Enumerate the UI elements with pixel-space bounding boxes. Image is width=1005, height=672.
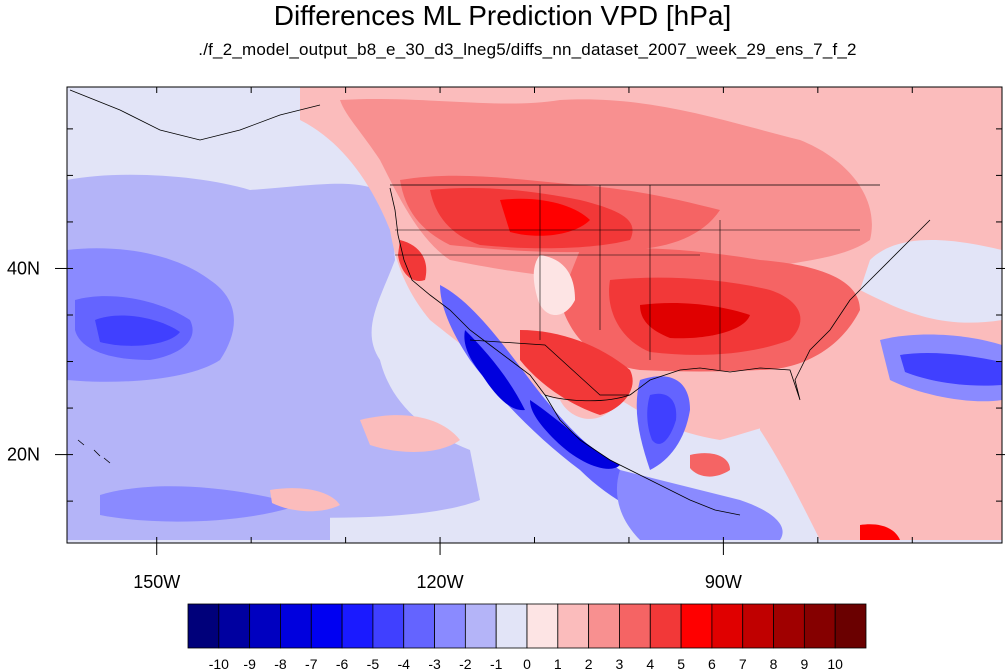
east-pacific-pink-2 — [270, 488, 340, 512]
colorbar-swatch — [187, 603, 220, 649]
colorbar-label: 0 — [523, 656, 531, 672]
texas-coastline — [544, 394, 631, 402]
colorbar-swatch — [526, 603, 559, 649]
lon-tick-label: 90W — [705, 572, 742, 592]
colorbar-swatch — [403, 603, 435, 649]
colorbar-label: 10 — [827, 656, 843, 672]
colorbar-swatch — [464, 603, 497, 649]
map-title: Differences ML Prediction VPD [hPa] — [273, 0, 732, 31]
east-pacific-pink — [360, 415, 460, 452]
lat-tick-label: 20N — [7, 445, 40, 465]
pacific-light-patch — [300, 248, 380, 298]
colorbar-label: 2 — [585, 656, 593, 672]
state-borders — [395, 185, 860, 370]
colorbar-label: -6 — [336, 656, 349, 672]
colorbar-label: 6 — [708, 656, 716, 672]
colorbar-swatch — [680, 603, 713, 649]
colorbar-swatch — [834, 603, 867, 649]
colorbar-swatch — [649, 603, 682, 649]
vpd-difference-field — [67, 87, 1002, 543]
map-subtitle: ./f_2_model_output_b8_e_30_d3_lneg5/diff… — [198, 40, 857, 59]
colorbar-swatch — [495, 603, 528, 649]
yucatan-red — [690, 453, 730, 477]
colorbar-swatch — [557, 603, 590, 649]
colorbar-swatch — [434, 603, 466, 649]
atlantic-deep-blue — [900, 352, 1002, 386]
alaska-coastline — [69, 89, 321, 141]
colorbar-label: 5 — [677, 656, 685, 672]
colorbar-label: -7 — [305, 656, 318, 672]
lon-tick-label: 120W — [417, 572, 464, 592]
caribbean-pink — [760, 394, 1002, 540]
colorbar-swatch — [619, 603, 651, 649]
colorbar-label: -5 — [367, 656, 380, 672]
colorbar-swatch — [711, 603, 744, 649]
colorbar-swatch — [341, 603, 374, 649]
colorbar-swatch — [218, 603, 251, 649]
colorbar-label: 1 — [554, 656, 562, 672]
colorbar: -10 -9 -8 -7 -6 -5 -4 -3 -2 -1 0 1 2 3 4 5 6 7 8 9 10 — [187, 603, 867, 672]
california-red — [398, 240, 427, 281]
gulf-atlantic-coastline — [629, 219, 931, 401]
colorbar-label: 8 — [770, 656, 778, 672]
colorbar-swatch — [588, 603, 620, 649]
colorbar-label: 9 — [800, 656, 808, 672]
colorbar-swatch — [310, 603, 343, 649]
axis-ticks: 150W 120W 90W 40N 20N — [7, 87, 1005, 592]
colorbar-label: -9 — [243, 656, 256, 672]
pacific-coastline — [389, 187, 741, 516]
texas-mexico-red — [520, 330, 633, 415]
south-caribbean-red — [860, 524, 900, 540]
colorbar-swatch — [249, 603, 281, 649]
southeast-core-red — [640, 303, 750, 339]
us-mexico-border — [469, 339, 630, 396]
hawaii-islands — [77, 439, 111, 464]
colorbar-swatch — [803, 603, 836, 649]
pacific-core-blue — [95, 315, 180, 346]
colorbar-label: -8 — [274, 656, 287, 672]
colorbar-swatch — [773, 603, 805, 649]
northern-rockies-core — [500, 198, 590, 236]
colorbar-label: -4 — [398, 656, 411, 672]
coastlines — [69, 89, 931, 516]
colorbar-label: -2 — [459, 656, 472, 672]
south-pacific-blue — [100, 486, 300, 522]
central-america-blue — [616, 470, 783, 540]
colorbar-swatch — [742, 603, 774, 649]
colorbar-swatch — [372, 603, 405, 649]
mexico-coast-blue — [440, 285, 700, 535]
baja-deep-blue — [464, 330, 525, 411]
lon-tick-label: 150W — [133, 572, 180, 592]
gulf-deep-blue — [647, 393, 677, 444]
colorbar-label: -10 — [209, 656, 229, 672]
colorbar-swatch — [280, 603, 312, 649]
southwest-light-interior — [533, 255, 575, 315]
colorbar-label: 7 — [739, 656, 747, 672]
colorbar-label: -3 — [428, 656, 441, 672]
colorbar-label: 3 — [616, 656, 624, 672]
colorbar-label: -1 — [490, 656, 503, 672]
lat-tick-label: 40N — [7, 258, 40, 278]
colorbar-label: 4 — [646, 656, 654, 672]
